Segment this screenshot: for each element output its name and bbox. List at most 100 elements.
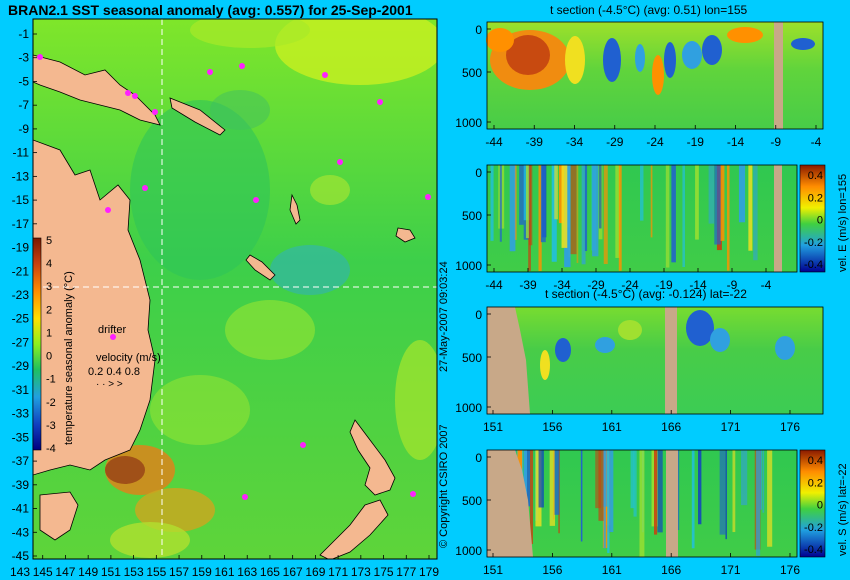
panel4-plot: [486, 449, 798, 558]
velocity-stripe: [767, 450, 773, 547]
map-colorbar-gradient: [32, 237, 42, 451]
map-x-tick-label: 179: [419, 565, 439, 579]
velocity-stripe: [657, 450, 663, 533]
velocity-stripe: [549, 450, 556, 526]
panel-y-tick-label: 0: [475, 23, 482, 37]
velocity-stripe: [603, 165, 608, 264]
panel-x-tick-label: 161: [602, 563, 622, 577]
map-anomaly-patches: [105, 19, 437, 558]
vanuatu: [289, 193, 301, 225]
panel4-colorbar: 0.4 0.2 0 -0.2 -0.4 vel. S (m/s) lat=-22: [799, 449, 849, 558]
australia-land: [33, 139, 156, 476]
map-x-tick-label: 151: [101, 565, 121, 579]
velocity-stripe: [581, 165, 586, 265]
panel-colorbar-tick-label: -0.4: [804, 259, 823, 271]
solomon-islands: [169, 97, 226, 136]
velocity-stripe: [607, 450, 610, 554]
drifter-legend: drifter velocity (m/s) 0.2 0.4 0.8 · · >…: [88, 324, 161, 390]
velocity-stripe: [598, 450, 604, 521]
map-colorbar-tick-label: 3: [46, 281, 52, 293]
map-colorbar-ticks: 5 4 3 2 1 0 -1 -2 -3 -4: [46, 235, 56, 455]
panel-y-tick-label: 0: [475, 308, 482, 322]
panel3-x-ticks: 151 156 161 166 171 176: [483, 410, 800, 434]
panel-x-tick-label: 161: [602, 420, 622, 434]
velocity-stripe: [576, 165, 579, 263]
panel-y-tick-label: 500: [462, 66, 482, 80]
map-y-tick-label: -1: [18, 27, 29, 41]
panel-y-tick-label: 500: [462, 209, 482, 223]
panel-y-tick-label: 0: [475, 166, 482, 180]
velocity-stripe: [698, 450, 702, 525]
velocity-stripe: [554, 450, 560, 515]
map-y-tick-label: -41: [12, 502, 30, 516]
panel-colorbar-tick-label: -0.2: [804, 237, 823, 249]
velocity-stripe: [608, 450, 614, 533]
panel3-y-ticks: 0 500 1000: [455, 308, 491, 415]
panel-x-tick-label: -14: [689, 278, 707, 292]
velocity-stripe: [732, 450, 736, 533]
velocity-stripe: [741, 450, 748, 506]
map-colorbar-tick-label: -2: [46, 397, 56, 409]
map-x-tick-label: 147: [55, 565, 75, 579]
map-land: [33, 54, 416, 559]
panel2-y-ticks: 0 500 1000: [455, 166, 491, 273]
velocity-stripe: [759, 450, 762, 510]
velocity-stripe: [519, 165, 524, 225]
panel4-y-ticks: 0 500 1000: [455, 451, 491, 558]
velocity-stripe: [558, 165, 565, 224]
velocity-stripe: [561, 165, 568, 248]
velocity-stripe: [592, 165, 599, 257]
panel1-title: t section (-4.5°C) (avg: 0.51) lon=155: [550, 3, 748, 17]
velocity-stripe: [720, 165, 725, 241]
map-x-tick-label: 175: [374, 565, 394, 579]
velocity-stripe: [599, 165, 602, 229]
velocity-stripe: [538, 165, 542, 272]
velocity-stripe: [554, 165, 558, 220]
map-y-tick-label: -33: [12, 407, 30, 421]
map-x-tick-label: 167: [283, 565, 303, 579]
map-y-tick-label: -15: [12, 193, 30, 207]
velocity-stripe: [708, 165, 715, 224]
velocity-stripe: [753, 165, 758, 261]
drifter-label: drifter: [98, 324, 126, 336]
velocity-stripe: [633, 450, 637, 517]
velocity-stripe: [665, 165, 670, 268]
fiji: [395, 227, 416, 243]
panel-colorbar-tick-label: -0.2: [804, 522, 823, 534]
panel-colorbar-tick-label: 0.2: [808, 192, 823, 204]
panel-colorbar-tick-label: 0.4: [808, 170, 823, 182]
panel-colorbar-tick-label: 0: [817, 215, 823, 227]
velocity-stripe: [630, 450, 635, 509]
panel-x-tick-label: -34: [566, 135, 584, 149]
panel-colorbar-tick-label: -0.4: [804, 544, 823, 556]
panel-x-tick-label: -39: [519, 278, 537, 292]
velocity-stripe: [650, 165, 653, 238]
panel4-colorbar-label: vel. S (m/s) lat=-22: [837, 463, 849, 556]
velocity-stripe: [654, 450, 658, 535]
panel-x-tick-label: 171: [721, 563, 741, 577]
panel2-x-ticks: -44 -39 -34 -29 -24 -19 -14 -9 -4: [485, 268, 772, 292]
velocity-stripe: [538, 450, 544, 508]
velocity-stripe: [535, 450, 542, 527]
panel2-plot: [486, 164, 798, 273]
velocity-stripe: [509, 165, 516, 252]
map-x-tick-label: 177: [396, 565, 416, 579]
panel-x-tick-label: -34: [553, 278, 571, 292]
map-title: BRAN2.1 SST seasonal anomaly (avg: 0.557…: [8, 2, 413, 18]
map-colorbar-tick-label: 1: [46, 327, 52, 339]
velocity-scale: 0.2 0.4 0.8: [88, 366, 140, 378]
panel-y-tick-label: 500: [462, 494, 482, 508]
map-x-tick-label: 153: [124, 565, 144, 579]
map-colorbar-tick-label: -3: [46, 420, 56, 432]
map-y-tick-label: -37: [12, 454, 30, 468]
panel-x-tick-label: -19: [687, 135, 705, 149]
map-x-tick-label: 145: [33, 565, 53, 579]
velocity-stripe: [695, 165, 699, 240]
velocity-stripe: [580, 450, 583, 542]
velocity-stripe: [499, 165, 502, 242]
map-x-tick-label: 163: [237, 565, 257, 579]
panel-x-tick-label: 166: [661, 563, 681, 577]
map-colorbar-tick-label: 4: [46, 258, 52, 270]
panel3-title: t section (-4.5°C) (avg: -0.124) lat=-22: [545, 287, 747, 301]
